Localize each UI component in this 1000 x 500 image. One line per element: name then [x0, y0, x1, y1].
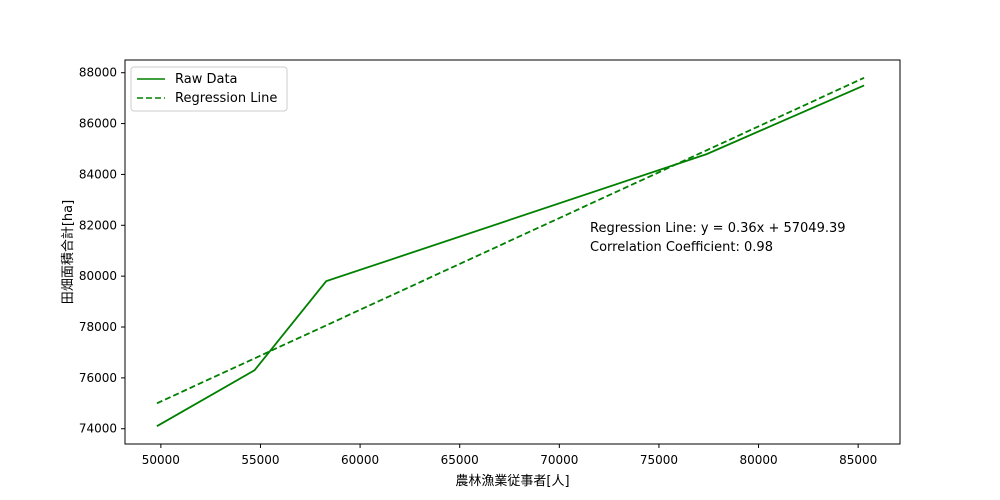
- y-tick-label: 78000: [79, 320, 117, 334]
- correlation-annotation: Correlation Coefficient: 0.98: [590, 240, 773, 255]
- x-tick-label: 80000: [739, 453, 777, 467]
- series-line-raw-data: [156, 84, 865, 427]
- series-line-regression-line: [156, 76, 865, 405]
- x-tick-label: 50000: [142, 453, 180, 467]
- regression-equation-annotation: Regression Line: y = 0.36x + 57049.39: [590, 221, 846, 236]
- y-axis-ticks: 74000 76000 78000 80000 82000 84000 86000 88000: [79, 66, 125, 436]
- x-axis-label: 農林漁業従事者[人]: [455, 473, 569, 489]
- legend-label-regression-line: Regression Line: [175, 91, 277, 106]
- axes-frame: [124, 59, 901, 445]
- y-tick-label: 76000: [79, 371, 117, 385]
- legend-box: [130, 66, 288, 112]
- x-tick-label: 70000: [540, 453, 578, 467]
- annotations: Regression Line: y = 0.36x + 57049.39 Co…: [590, 221, 846, 255]
- x-tick-label: 55000: [241, 453, 279, 467]
- y-tick-label: 86000: [79, 117, 117, 131]
- x-tick-label: 85000: [839, 453, 877, 467]
- y-tick-label: 80000: [79, 269, 117, 283]
- x-tick-label: 75000: [640, 453, 678, 467]
- x-tick-label: 65000: [441, 453, 479, 467]
- y-tick-label: 82000: [79, 218, 117, 232]
- x-axis-ticks: 50000 55000 60000 65000 70000 75000 80000 85000: [142, 444, 877, 467]
- y-axis-label: 田畑面積合計[ha]: [60, 200, 76, 304]
- series-layer: [156, 76, 865, 427]
- legend: Raw Data Regression Line: [130, 66, 288, 112]
- y-tick-label: 88000: [79, 66, 117, 80]
- y-tick-label: 74000: [79, 422, 117, 436]
- y-tick-label: 84000: [79, 167, 117, 181]
- x-tick-label: 60000: [341, 453, 379, 467]
- legend-label-raw-data: Raw Data: [175, 72, 238, 87]
